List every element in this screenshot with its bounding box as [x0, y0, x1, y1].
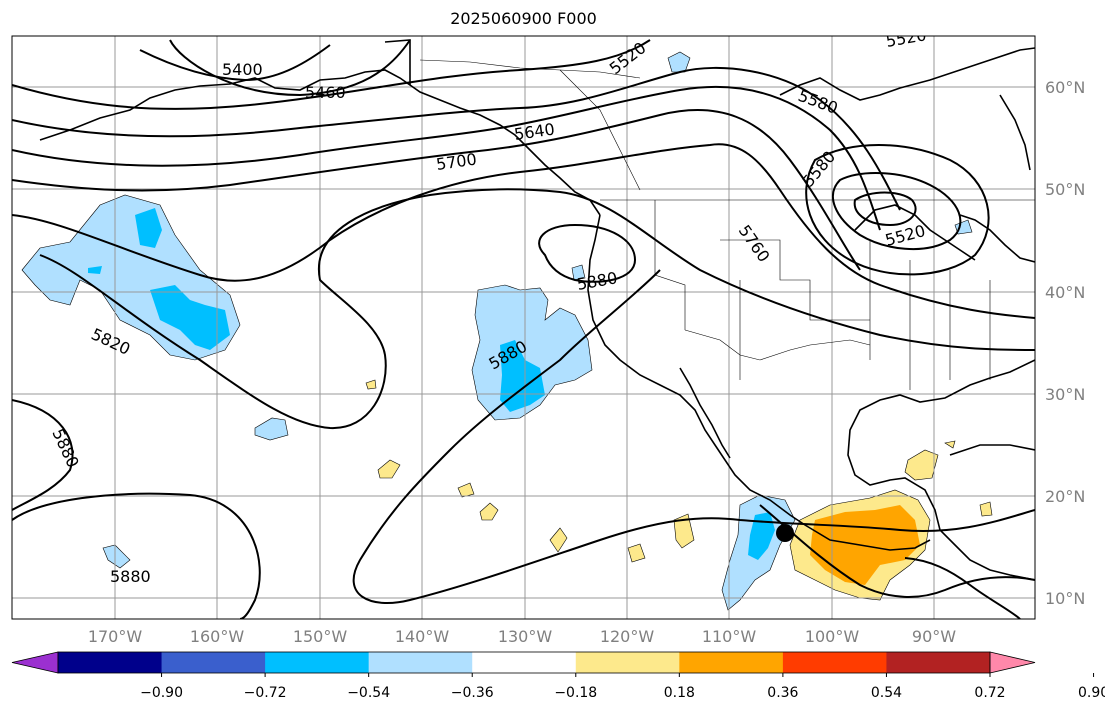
colorbar-outline — [57, 651, 991, 674]
longitude-label: 160°W — [190, 627, 245, 646]
longitude-label: 120°W — [600, 627, 655, 646]
colorbar-tick-label: −0.18 — [554, 685, 597, 701]
colorbar-tick-label: −0.54 — [347, 685, 390, 701]
height-contours — [12, 39, 1035, 619]
map-frame — [11, 35, 1036, 620]
longitude-label: 90°W — [912, 627, 956, 646]
storm-center-marker[interactable] — [776, 524, 794, 542]
colorbar-tick-label: 0.72 — [974, 685, 1005, 701]
colorbar-tick-label: 0.54 — [871, 685, 902, 701]
latitude-label: 10°N — [1045, 589, 1085, 608]
latitude-label: 40°N — [1045, 283, 1085, 302]
colorbar-segment — [58, 652, 163, 673]
longitude-label: 110°W — [702, 627, 757, 646]
colorbar-segment — [161, 652, 266, 673]
colorbar-tick-label: 0.18 — [664, 685, 695, 701]
colorbar-tick-label: 0.90 — [1078, 685, 1105, 701]
longitude-label: 170°W — [88, 627, 143, 646]
longitude-label: 130°W — [498, 627, 553, 646]
longitude-label: 150°W — [293, 627, 348, 646]
colorbar-extend-low — [11, 651, 59, 674]
map-title: 2025060900 F000 — [450, 9, 597, 28]
colorbar-extend-high — [989, 651, 1036, 674]
longitude-label: 100°W — [805, 627, 860, 646]
contour-label: 5400 — [222, 60, 263, 79]
colorbar-tick-label: −0.36 — [451, 685, 494, 701]
colorbar-segment — [472, 652, 577, 673]
colorbar: −0.90 −0.72 −0.54 −0.36 −0.18 0.18 0.36 0.54 0.7… — [11, 651, 1105, 701]
colorbar-segment — [368, 652, 473, 673]
longitude-axis: 170°W 160°W 150°W 140°W 130°W 120°W 110°W 100°W… — [88, 627, 956, 646]
latitude-label: 30°N — [1045, 385, 1085, 404]
latitude-label: 50°N — [1045, 180, 1085, 199]
colorbar-tick-label: −0.90 — [140, 685, 183, 701]
colorbar-segment — [265, 652, 370, 673]
negative-anomaly-shading — [21, 51, 973, 611]
colorbar-tick-label: 0.36 — [767, 685, 798, 701]
contour-label: 5460 — [305, 83, 346, 102]
latitude-label: 60°N — [1045, 78, 1085, 97]
colorbar-segment — [782, 652, 887, 673]
latitude-label: 20°N — [1045, 487, 1085, 506]
colorbar-segment — [679, 652, 784, 673]
contour-label: 5880 — [110, 567, 151, 586]
colorbar-segment — [886, 652, 991, 673]
latitude-axis: 60°N 50°N 40°N 30°N 20°N 10°N — [1045, 78, 1085, 608]
colorbar-segment — [575, 652, 680, 673]
coastlines — [39, 39, 1035, 581]
colorbar-tick-label: −0.72 — [244, 685, 287, 701]
longitude-label: 140°W — [395, 627, 450, 646]
